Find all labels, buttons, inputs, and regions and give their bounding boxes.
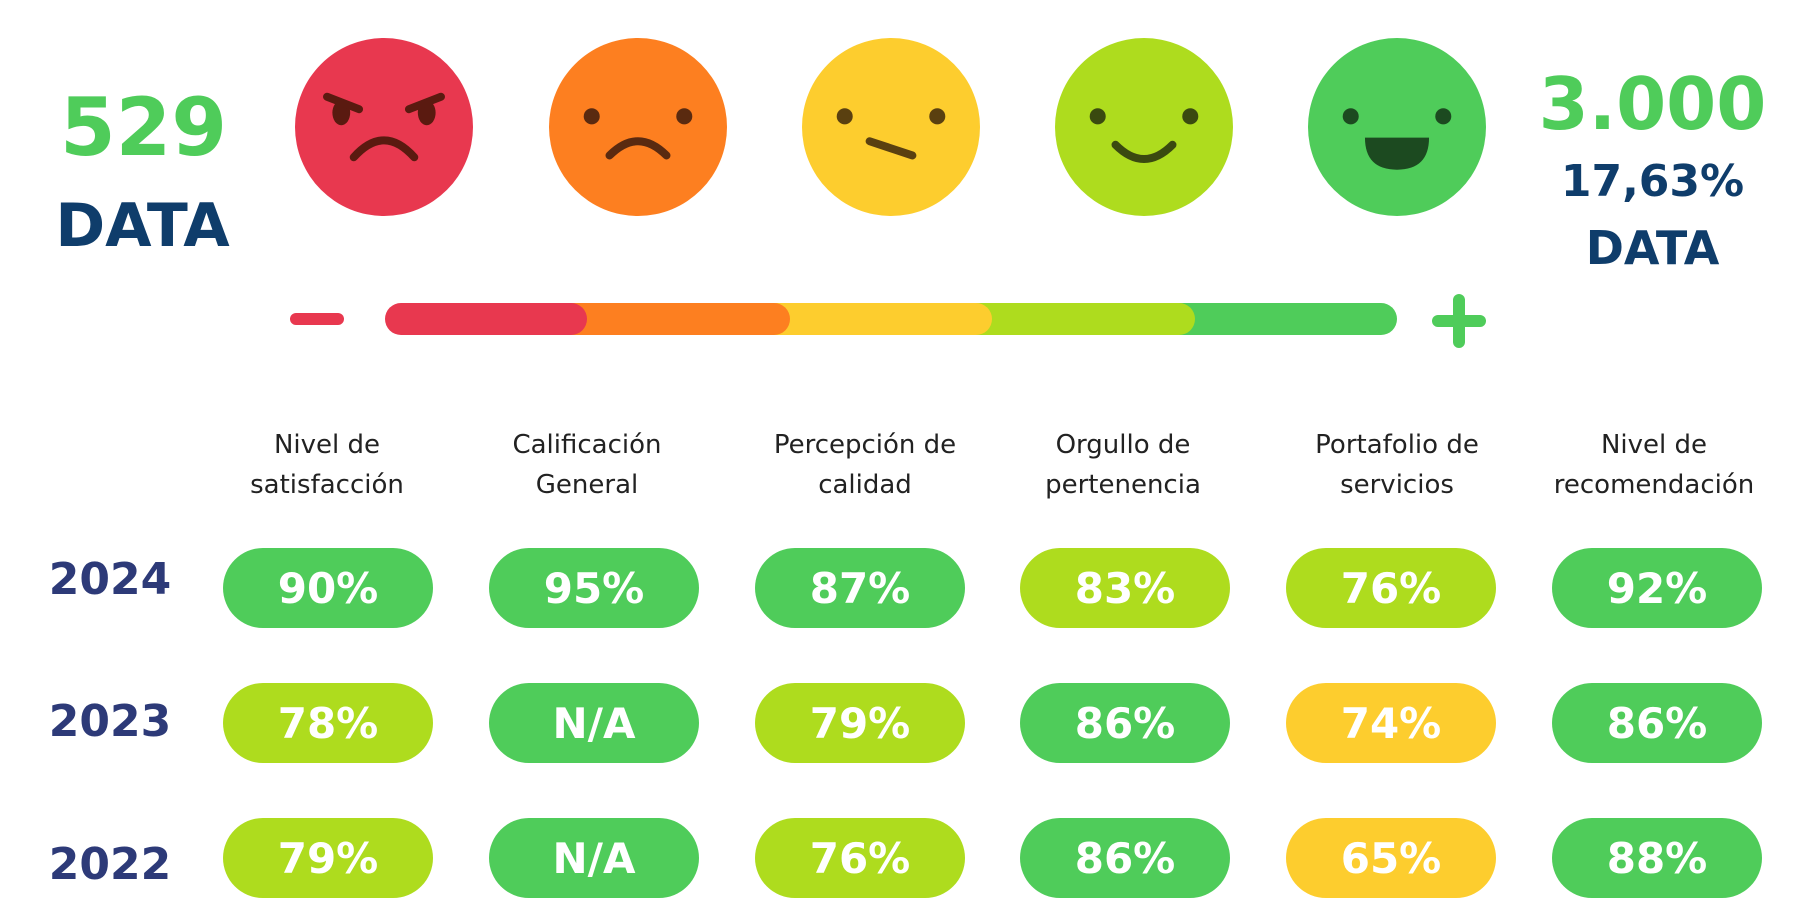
column-header-general-rating: Calificación General xyxy=(512,430,662,500)
value-pill: 79% xyxy=(755,683,965,763)
value-pill: 95% xyxy=(489,548,699,628)
value-pill: 76% xyxy=(1286,548,1496,628)
scale-segment-red xyxy=(385,303,588,335)
value-pill: 86% xyxy=(1020,683,1230,763)
value-pill: 83% xyxy=(1020,548,1230,628)
value-pill: 78% xyxy=(223,683,433,763)
neutral-face-icon xyxy=(802,38,980,216)
happy-face-icon xyxy=(1308,38,1486,216)
column-header-quality-perception: Percepción de calidad xyxy=(773,430,957,500)
value-pill: 79% xyxy=(223,818,433,898)
left-stat-value: 529 xyxy=(60,81,227,174)
scale-segment-orange xyxy=(571,303,790,335)
value-pill: N/A xyxy=(489,683,699,763)
value-pill: N/A xyxy=(489,818,699,898)
value-pill: 86% xyxy=(1552,683,1762,763)
value-pill: 88% xyxy=(1552,818,1762,898)
value-pill: 74% xyxy=(1286,683,1496,763)
scale-segment-yellow xyxy=(773,303,993,335)
scale-segment-green xyxy=(1178,303,1397,335)
right-stat-percent: 17,63% xyxy=(1560,156,1745,207)
value-pill: 65% xyxy=(1286,818,1496,898)
column-header-recommendation: Nivel de recomendación xyxy=(1553,430,1755,500)
row-year-2022: 2022 xyxy=(48,839,172,890)
right-stat-label: DATA xyxy=(1585,221,1720,275)
column-header-satisfaction: Nivel de satisfacción xyxy=(250,430,404,500)
column-header-service-portfolio: Portafolio de servicios xyxy=(1315,430,1479,500)
satisfaction-scale-bar xyxy=(385,303,1397,335)
angry-face-icon xyxy=(295,38,473,216)
smile-face-icon xyxy=(1055,38,1233,216)
plus-icon xyxy=(1432,294,1486,348)
row-year-2024: 2024 xyxy=(48,554,172,605)
value-pill: 87% xyxy=(755,548,965,628)
column-header-belonging-pride: Orgullo de pertenencia xyxy=(1045,430,1201,500)
value-pill: 92% xyxy=(1552,548,1762,628)
right-stat-value: 3.000 xyxy=(1538,62,1767,146)
sad-face-icon xyxy=(549,38,727,216)
minus-icon xyxy=(290,313,344,325)
value-pill: 90% xyxy=(223,548,433,628)
left-stat-label: DATA xyxy=(55,191,230,261)
value-pill: 76% xyxy=(755,818,965,898)
value-pill: 86% xyxy=(1020,818,1230,898)
row-year-2023: 2023 xyxy=(48,696,172,747)
scale-segment-lime xyxy=(976,303,1195,335)
